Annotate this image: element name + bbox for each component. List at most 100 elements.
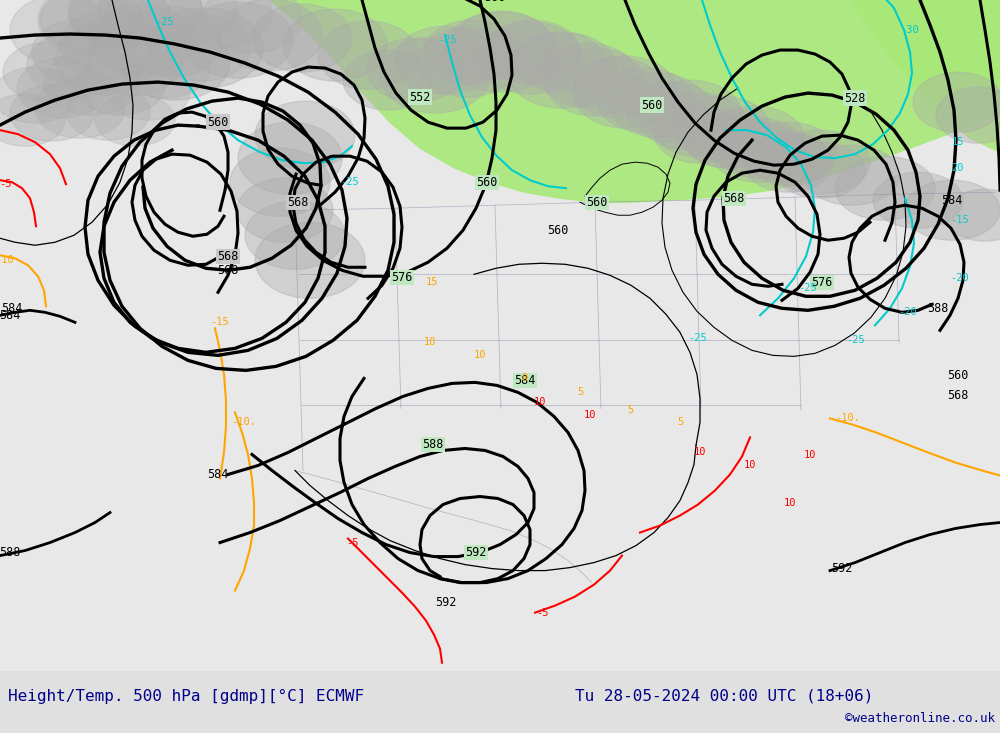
- Text: 10: 10: [744, 460, 756, 471]
- Ellipse shape: [32, 19, 128, 85]
- Ellipse shape: [283, 9, 387, 81]
- Text: 15: 15: [426, 277, 438, 287]
- Ellipse shape: [70, 0, 170, 50]
- Text: -20: -20: [899, 307, 917, 317]
- Ellipse shape: [138, 0, 238, 45]
- Ellipse shape: [120, 38, 210, 98]
- Polygon shape: [850, 0, 1000, 152]
- Text: 560: 560: [547, 224, 569, 237]
- Ellipse shape: [442, 12, 558, 92]
- Text: 592: 592: [831, 562, 853, 575]
- Text: 568: 568: [217, 250, 239, 262]
- Ellipse shape: [60, 10, 160, 80]
- Ellipse shape: [10, 0, 110, 65]
- Ellipse shape: [367, 38, 463, 102]
- Ellipse shape: [748, 134, 832, 186]
- Ellipse shape: [343, 50, 433, 110]
- Ellipse shape: [770, 130, 870, 194]
- Ellipse shape: [120, 24, 230, 100]
- Ellipse shape: [380, 37, 490, 113]
- Text: Height/Temp. 500 hPa [gdmp][°C] ECMWF: Height/Temp. 500 hPa [gdmp][°C] ECMWF: [8, 689, 364, 704]
- Text: Tu 28-05-2024 00:00 UTC (18+06): Tu 28-05-2024 00:00 UTC (18+06): [575, 689, 873, 704]
- Ellipse shape: [44, 49, 140, 115]
- Ellipse shape: [38, 0, 142, 56]
- Text: 588: 588: [422, 438, 444, 451]
- Ellipse shape: [573, 58, 663, 118]
- Ellipse shape: [418, 27, 518, 97]
- Text: 568: 568: [723, 192, 745, 205]
- Ellipse shape: [255, 101, 355, 169]
- Ellipse shape: [122, 7, 222, 77]
- Text: -5: -5: [0, 179, 11, 189]
- Text: 5: 5: [577, 388, 583, 397]
- Ellipse shape: [107, 0, 203, 45]
- Text: 568: 568: [217, 264, 239, 277]
- Ellipse shape: [873, 172, 963, 228]
- Text: 588: 588: [0, 546, 21, 559]
- Ellipse shape: [610, 73, 706, 137]
- Ellipse shape: [95, 94, 175, 146]
- Text: -15: -15: [951, 216, 969, 225]
- Ellipse shape: [218, 0, 322, 71]
- Ellipse shape: [683, 108, 773, 168]
- Text: 584: 584: [1, 302, 23, 314]
- Text: 592: 592: [435, 596, 457, 609]
- Text: -10.: -10.: [836, 413, 860, 424]
- Text: 584: 584: [0, 309, 21, 322]
- Ellipse shape: [27, 32, 123, 98]
- Polygon shape: [270, 0, 1000, 202]
- Ellipse shape: [638, 80, 742, 150]
- Text: 10: 10: [694, 447, 706, 457]
- Ellipse shape: [715, 122, 805, 178]
- Ellipse shape: [540, 43, 636, 107]
- Ellipse shape: [652, 93, 748, 157]
- Text: 10: 10: [584, 410, 596, 421]
- Text: -5: -5: [536, 608, 548, 618]
- Text: ©weatheronline.co.uk: ©weatheronline.co.uk: [845, 712, 995, 725]
- Ellipse shape: [35, 78, 125, 138]
- Text: 584: 584: [207, 468, 229, 481]
- Text: 20: 20: [952, 163, 964, 173]
- Ellipse shape: [710, 118, 806, 183]
- Text: 560: 560: [484, 0, 506, 4]
- Ellipse shape: [106, 64, 190, 120]
- Ellipse shape: [168, 0, 272, 48]
- Ellipse shape: [743, 132, 833, 192]
- Text: -25: -25: [341, 177, 359, 187]
- Ellipse shape: [627, 82, 717, 142]
- Ellipse shape: [230, 148, 330, 216]
- Ellipse shape: [17, 58, 107, 118]
- Text: 0: 0: [522, 373, 528, 383]
- Text: -30: -30: [901, 25, 919, 35]
- Text: 560: 560: [586, 196, 608, 209]
- Ellipse shape: [740, 122, 836, 183]
- Ellipse shape: [75, 55, 165, 115]
- Text: 584: 584: [941, 194, 963, 207]
- Ellipse shape: [688, 116, 772, 168]
- Ellipse shape: [40, 0, 136, 52]
- Ellipse shape: [55, 25, 155, 95]
- Ellipse shape: [255, 222, 365, 298]
- Ellipse shape: [904, 180, 1000, 240]
- Text: 560: 560: [207, 116, 229, 128]
- Ellipse shape: [545, 48, 645, 116]
- Text: -10: -10: [0, 255, 14, 265]
- Ellipse shape: [913, 72, 1000, 132]
- Ellipse shape: [705, 106, 805, 174]
- Ellipse shape: [238, 122, 342, 194]
- Text: 568: 568: [947, 389, 969, 402]
- Ellipse shape: [87, 29, 183, 95]
- Ellipse shape: [68, 0, 168, 46]
- Text: -25: -25: [156, 17, 174, 27]
- Text: 528: 528: [844, 92, 866, 105]
- Text: -25: -25: [847, 336, 865, 345]
- Text: 584: 584: [514, 374, 536, 387]
- Text: -15: -15: [211, 317, 229, 328]
- Ellipse shape: [154, 15, 250, 81]
- Ellipse shape: [424, 20, 520, 84]
- Text: 560: 560: [476, 176, 498, 188]
- Ellipse shape: [674, 96, 770, 161]
- Ellipse shape: [318, 21, 418, 89]
- Text: 5: 5: [627, 405, 633, 416]
- Text: -5: -5: [346, 537, 358, 548]
